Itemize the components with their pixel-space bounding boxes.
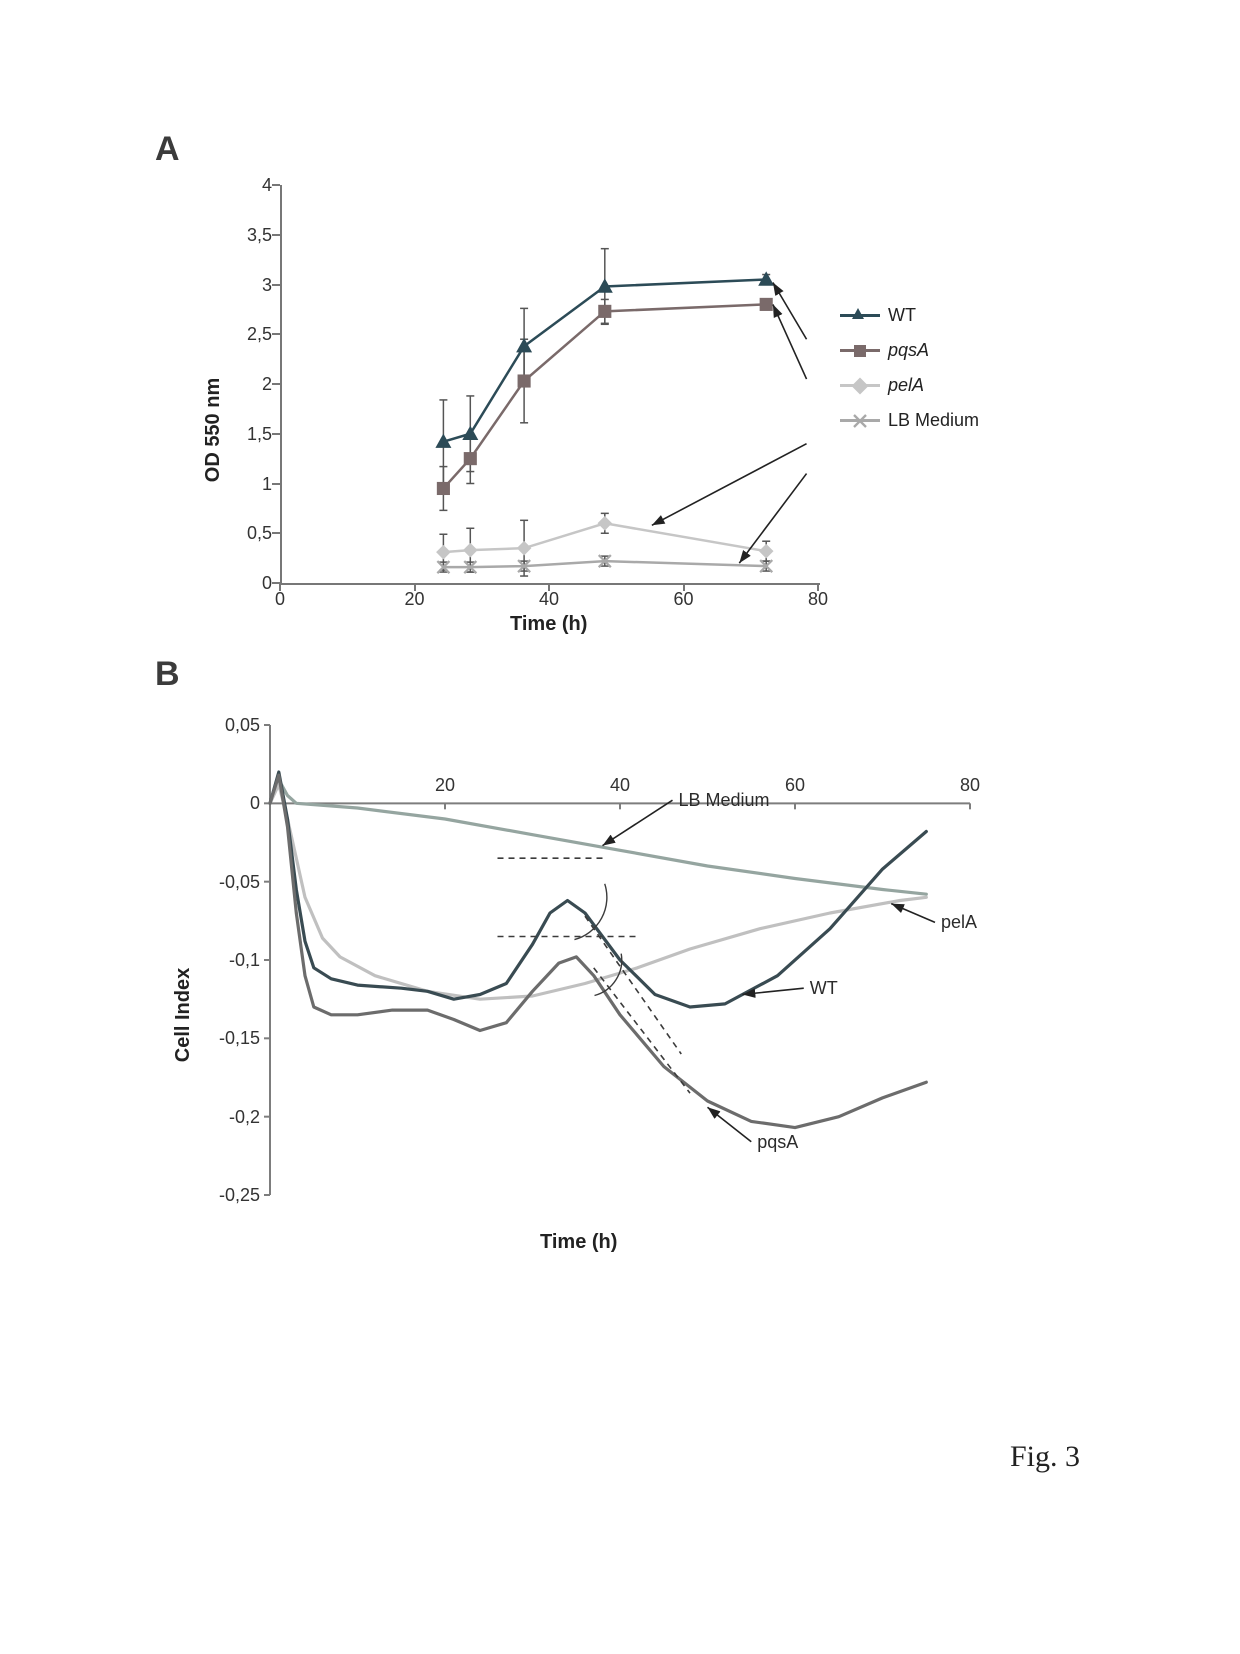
legend-item-pela: pelA xyxy=(840,375,979,396)
panel-b-ylabel: Cell Index xyxy=(172,968,195,1062)
legend-item-pqsa: pqsA xyxy=(840,340,979,361)
panel-a-ytick: 0,5 xyxy=(212,523,272,544)
legend-item-wt: WT xyxy=(840,305,979,326)
figure-caption: Fig. 3 xyxy=(1010,1440,1080,1474)
panel-b-xtick: 60 xyxy=(775,775,815,796)
panel-a-xtick: 80 xyxy=(798,589,838,610)
panel-a-xtick: 0 xyxy=(260,589,300,610)
panel-a-ytick: 3,5 xyxy=(212,225,272,246)
panel-a-letter: A xyxy=(155,130,180,169)
panel-a-ytick: 3 xyxy=(212,275,272,296)
panel-a-xtick: 60 xyxy=(664,589,704,610)
panel-b-xtick: 80 xyxy=(950,775,990,796)
panel-a-xtick: 20 xyxy=(395,589,435,610)
panel-b-ytick: 0 xyxy=(200,793,260,814)
panel-b-xlabel: Time (h) xyxy=(540,1231,617,1254)
panel-b-ytick: 0,05 xyxy=(200,715,260,736)
panel-a-xlabel: Time (h) xyxy=(510,613,587,636)
legend-label: WT xyxy=(888,305,916,326)
legend-label: LB Medium xyxy=(888,410,979,431)
panel-a-ytick: 2,5 xyxy=(212,324,272,345)
panel-a-ytick: 1 xyxy=(212,474,272,495)
panel-b-chart: Cell Index Time (h) -0,25 -0,2 -0,15 -0,1 -0… xyxy=(160,715,1060,1275)
panel-a-ytick: 2 xyxy=(212,374,272,395)
panel-b-ytick: -0,15 xyxy=(200,1028,260,1049)
panel-b-xtick: 40 xyxy=(600,775,640,796)
panel-b-xtick: 20 xyxy=(425,775,465,796)
panel-b-ytick: -0,05 xyxy=(200,872,260,893)
panel-a-plot-area xyxy=(280,185,820,585)
legend-label: pelA xyxy=(888,375,924,396)
panel-b-letter: B xyxy=(155,655,180,694)
panel-a-ytick: 4 xyxy=(212,175,272,196)
panel-b-annotation: LB Medium xyxy=(679,790,770,811)
panel-b-annotation: pqsA xyxy=(757,1132,798,1153)
panel-a-legend: WT pqsA pelA LB Medium xyxy=(840,305,979,445)
panel-a-ytick: 1,5 xyxy=(212,424,272,445)
panel-a-svg xyxy=(282,185,820,583)
panel-b-annotation: pelA xyxy=(941,912,977,933)
panel-b-annotation: WT xyxy=(810,978,838,999)
panel-a-chart: OD 550 nm Time (h) WTpqsApelALB Medium 0… xyxy=(190,175,1020,645)
page-root: A OD 550 nm Time (h) WTpqsApelALB Medium… xyxy=(0,0,1240,1654)
legend-label: pqsA xyxy=(888,340,929,361)
legend-item-lbmedium: LB Medium xyxy=(840,410,979,431)
panel-b-ytick: -0,25 xyxy=(200,1185,260,1206)
panel-a-xtick: 40 xyxy=(529,589,569,610)
panel-b-ytick: -0,2 xyxy=(200,1107,260,1128)
panel-b-ytick: -0,1 xyxy=(200,950,260,971)
